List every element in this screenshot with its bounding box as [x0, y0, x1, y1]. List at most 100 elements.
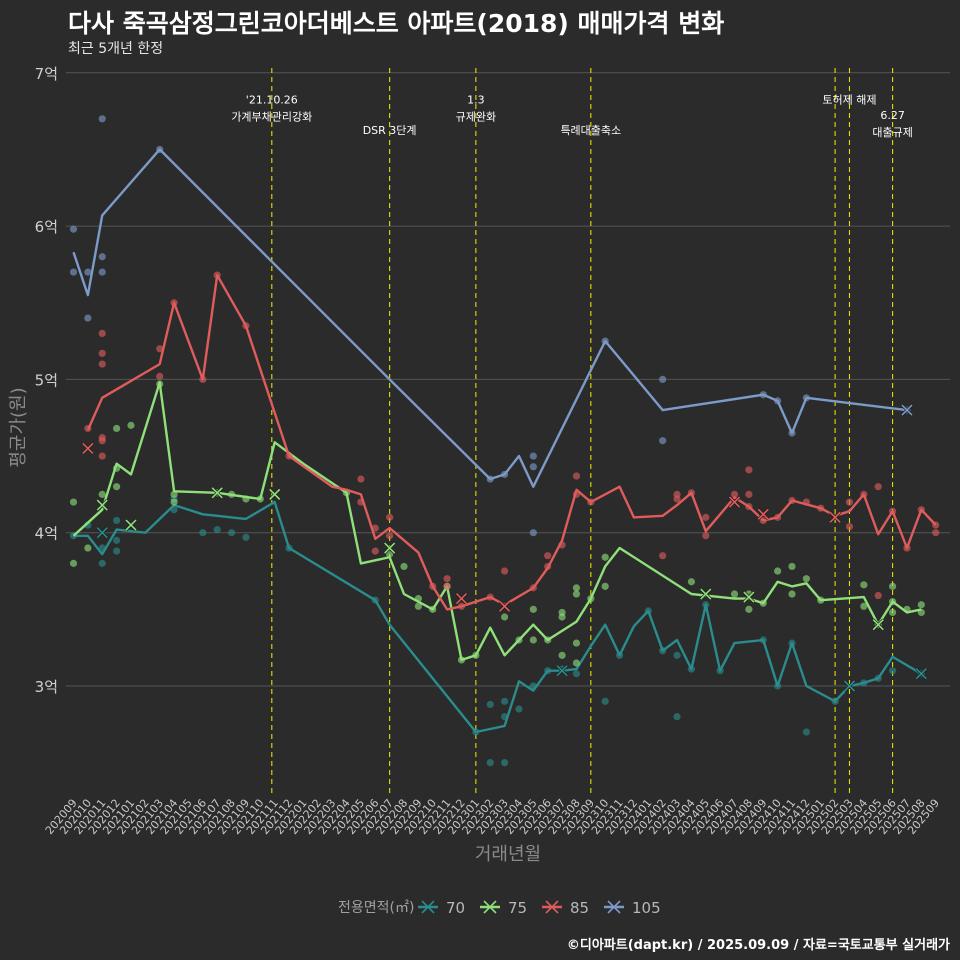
y-axis-title: 평균가(원)	[8, 387, 29, 467]
data-point	[386, 550, 394, 558]
data-point	[529, 452, 537, 460]
legend-label: 85	[570, 899, 589, 917]
cross-marker	[96, 499, 109, 512]
data-point	[501, 613, 509, 621]
data-point	[529, 529, 537, 537]
data-point	[443, 575, 451, 583]
data-point	[730, 590, 739, 598]
y-tick-label: 4억	[35, 525, 58, 543]
cross-marker	[81, 442, 94, 455]
data-point	[860, 581, 868, 589]
data-point	[702, 532, 710, 540]
cross-marker	[124, 518, 138, 532]
legend-key-cross	[421, 900, 435, 914]
y-tick-label: 6억	[35, 218, 58, 236]
legend-item-105: 105	[604, 899, 661, 917]
cross-stroke	[728, 496, 741, 508]
data-point	[572, 639, 581, 647]
series-70	[69, 495, 928, 767]
legend-label: 75	[508, 899, 527, 917]
data-point	[84, 314, 92, 322]
y-tick-label: 3억	[35, 678, 58, 696]
data-point	[69, 268, 78, 276]
cross-stroke	[915, 668, 927, 680]
data-point	[529, 605, 537, 613]
data-point	[113, 424, 121, 433]
cross-marker	[742, 591, 755, 604]
chart-caption: ©디아파트(dapt.kr) / 2025.09.09 / 자료=국토교통부 실…	[566, 938, 950, 953]
axis-layer: 3억4억5억6억7억202009202010202011202012202101…	[8, 65, 942, 865]
data-point	[572, 472, 581, 480]
data-point	[874, 591, 882, 600]
data-point	[601, 582, 609, 590]
data-point	[659, 375, 667, 383]
cross-marker	[383, 541, 396, 555]
cross-stroke	[700, 588, 712, 600]
legend-label: 70	[446, 899, 465, 917]
data-point	[98, 360, 106, 368]
chart-title: 다사 죽곡삼정그린코아더베스트 아파트(2018) 매매가격 변화	[68, 9, 725, 38]
legend-item-85: 85	[542, 899, 589, 917]
legend-layer: 전용면적(㎡) 70 75 85 105	[338, 899, 661, 917]
cross-stroke	[743, 591, 755, 603]
event-label: 1.3	[467, 93, 485, 106]
data-point	[572, 584, 581, 592]
data-point	[874, 483, 882, 491]
data-point	[98, 437, 106, 445]
data-point	[486, 700, 494, 708]
data-point	[98, 268, 106, 276]
data-point	[242, 533, 250, 541]
data-point	[802, 728, 810, 736]
cross-stroke	[96, 499, 108, 511]
data-point	[845, 498, 854, 506]
data-point	[932, 529, 940, 537]
event-label: 6.27	[880, 109, 905, 122]
cross-stroke	[757, 508, 769, 520]
legend-key-cross	[483, 900, 497, 914]
cross-marker	[211, 486, 224, 499]
data-point	[84, 544, 92, 552]
data-point	[501, 567, 509, 575]
data-point	[788, 590, 796, 598]
cross-stroke	[384, 542, 396, 554]
event-label: DSR 3단계	[363, 124, 417, 137]
data-point	[659, 437, 667, 445]
data-point	[170, 498, 178, 506]
legend-label: 105	[632, 899, 661, 917]
cross-stroke	[499, 600, 511, 612]
data-point	[69, 498, 78, 506]
data-point	[860, 602, 868, 610]
cross-marker	[829, 511, 842, 524]
data-point	[572, 659, 581, 667]
data-point	[572, 590, 581, 598]
data-point	[888, 667, 897, 675]
data-point	[572, 670, 581, 678]
series-85	[81, 271, 940, 613]
data-point	[601, 553, 609, 561]
data-point	[127, 421, 135, 429]
data-point	[98, 329, 106, 338]
data-point	[170, 490, 178, 498]
cross-marker	[872, 618, 885, 631]
data-point	[98, 490, 106, 498]
legend-key-cross	[607, 900, 621, 914]
series-layer	[69, 115, 940, 767]
data-point	[98, 115, 106, 123]
cross-stroke	[872, 619, 884, 631]
event-label: '21.10.26	[246, 93, 298, 106]
data-point	[745, 605, 753, 613]
data-point	[917, 601, 925, 609]
data-point	[774, 567, 782, 575]
event-label: 대출규제	[872, 126, 912, 139]
cross-stroke	[96, 527, 108, 539]
cross-stroke	[843, 680, 856, 692]
data-point	[400, 562, 408, 571]
data-point	[113, 547, 121, 555]
cross-marker	[728, 495, 741, 509]
series-105	[69, 115, 914, 537]
data-point	[601, 697, 609, 705]
cross-marker	[455, 592, 468, 605]
cross-marker	[699, 587, 712, 601]
data-point	[98, 452, 106, 460]
